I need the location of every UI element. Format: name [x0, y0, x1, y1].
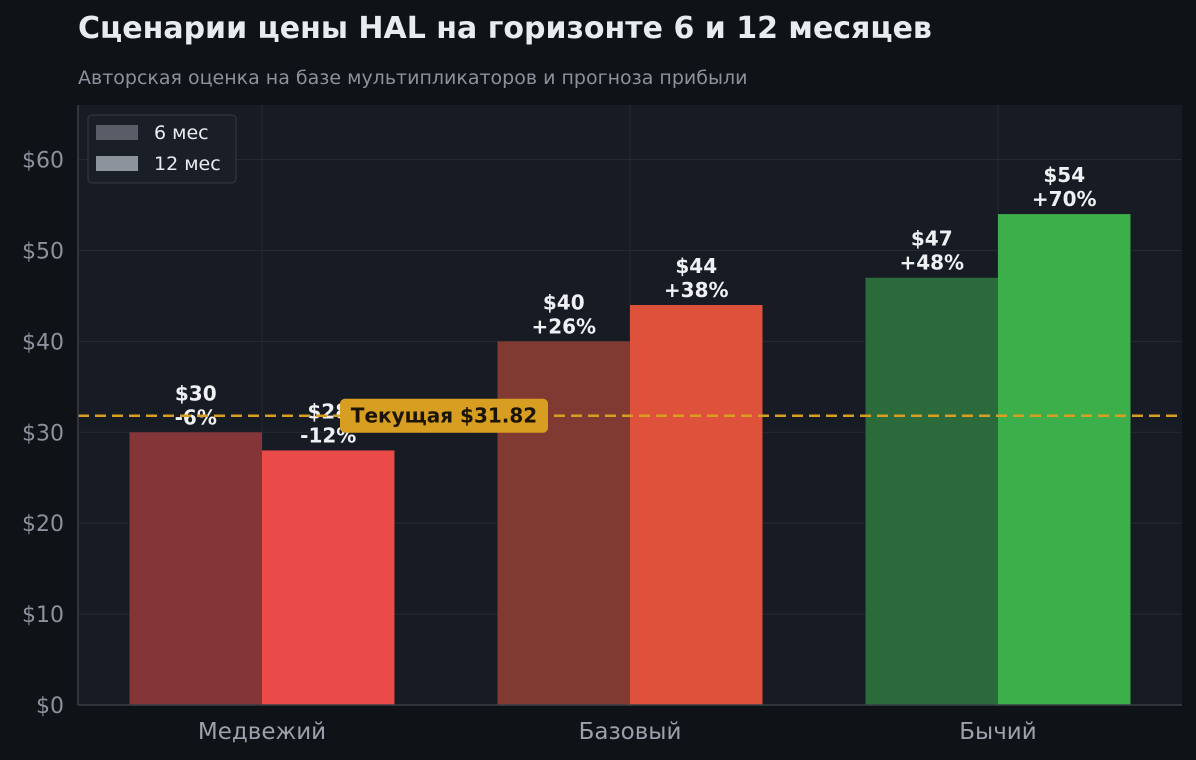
legend-label: 12 мес: [154, 153, 221, 175]
data-label: $40 +26%: [531, 290, 596, 338]
legend-label: 6 мес: [154, 122, 209, 144]
bar-Бычий-6 мес: [865, 277, 998, 705]
bar-Медвежий-12 мес: [262, 450, 395, 705]
x-tick-label: Бычий: [959, 719, 1036, 745]
y-tick-label: $60: [22, 149, 64, 174]
plot-area: $0 $10 $20 $30 $40 $50 $60 $30 -6% $40 +26% $47 +48%…: [22, 105, 1182, 745]
legend-swatch: [96, 156, 138, 171]
data-label: $47 +48%: [899, 227, 964, 275]
current-price-label: Текущая $31.82: [351, 404, 537, 428]
y-tick-label: $30: [22, 421, 64, 446]
y-tick-label: $40: [22, 330, 64, 355]
data-label: $30 -6%: [175, 381, 217, 429]
legend: 6 мес 12 мес: [87, 114, 237, 184]
bar-Базовый-12 мес: [630, 305, 763, 705]
legend-swatch: [96, 125, 138, 140]
current-price-badge: [340, 398, 548, 433]
bar-Медвежий-6 мес: [129, 432, 262, 705]
y-tick-label: $0: [36, 694, 64, 719]
chart-subtitle: Авторская оценка на базе мультипликаторо…: [78, 67, 747, 89]
y-tick-label: $20: [22, 512, 64, 537]
y-tick-label: $50: [22, 239, 64, 264]
chart-title: Сценарии цены HAL на горизонте 6 и 12 ме…: [78, 11, 932, 46]
x-tick-label: Базовый: [579, 719, 682, 745]
x-tick-label: Медвежий: [198, 719, 326, 745]
bar-Базовый-6 мес: [497, 341, 630, 705]
data-label: $44 +38%: [664, 254, 729, 302]
bar-Бычий-12 мес: [998, 214, 1131, 705]
data-label: $54 +70%: [1032, 163, 1097, 211]
y-tick-label: $10: [22, 603, 64, 628]
